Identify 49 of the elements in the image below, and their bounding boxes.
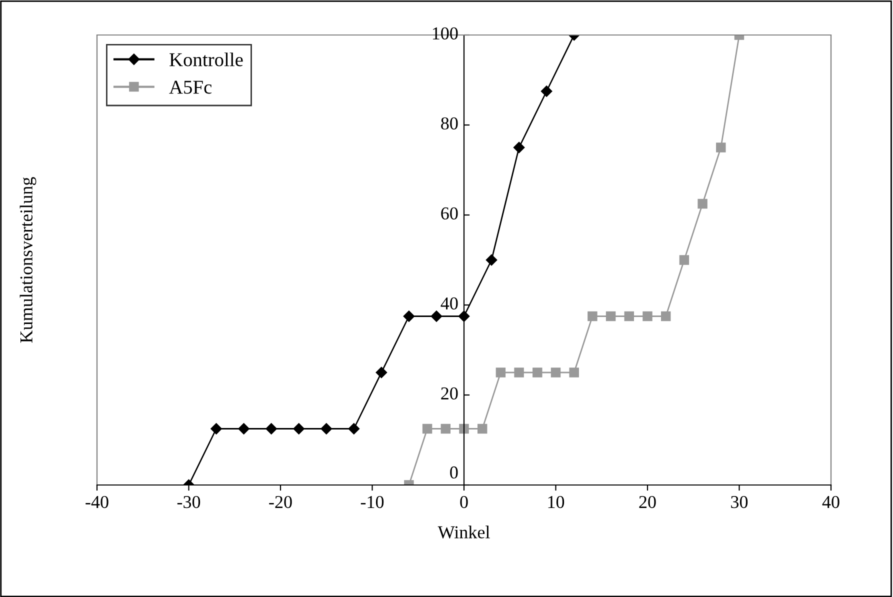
x-tick-label: 20 (639, 496, 656, 508)
point (210, 423, 222, 434)
point (440, 424, 451, 434)
y-tick-label: 40 (440, 297, 458, 310)
point (569, 368, 579, 378)
point (266, 423, 277, 434)
point (477, 424, 488, 434)
point (422, 424, 432, 434)
point (550, 368, 561, 378)
y-tick-label: 100 (432, 27, 458, 40)
point (540, 86, 552, 97)
point (403, 310, 415, 322)
point (624, 311, 634, 322)
x-tick-label: -10 (360, 496, 384, 508)
point (588, 311, 598, 322)
legend-label: A5Fc (169, 80, 212, 94)
point (606, 311, 616, 322)
point (698, 198, 708, 209)
point (642, 311, 652, 322)
y-tick-label: 0 (450, 466, 458, 479)
x-tick-label: -20 (269, 496, 292, 508)
point (348, 423, 360, 434)
point (293, 423, 304, 434)
point (376, 366, 388, 378)
x-tick-label: 40 (822, 496, 840, 508)
point (320, 423, 332, 434)
point (532, 368, 542, 378)
point (459, 424, 469, 434)
y-tick-label: 20 (441, 387, 458, 400)
point (458, 310, 470, 322)
point (430, 310, 442, 322)
point (513, 142, 525, 154)
point (514, 368, 524, 378)
x-tick-label: -40 (86, 496, 108, 508)
point (486, 254, 498, 266)
x-tick-label: 30 (731, 496, 748, 508)
point (496, 368, 506, 378)
x-axis-title: Winkel (438, 526, 490, 538)
y-tick-label: 80 (441, 117, 458, 130)
point (238, 423, 250, 434)
x-tick-label: 0 (460, 496, 468, 508)
point (716, 142, 726, 152)
point (660, 311, 671, 322)
y-axis-title: Kumulationsverteilung (20, 177, 36, 343)
legend-label: Kontrolle (170, 52, 243, 66)
x-tick-label: 10 (548, 496, 564, 508)
point (679, 255, 690, 265)
y-tick-label: 60 (441, 207, 458, 220)
x-tick-label: -30 (177, 496, 200, 508)
